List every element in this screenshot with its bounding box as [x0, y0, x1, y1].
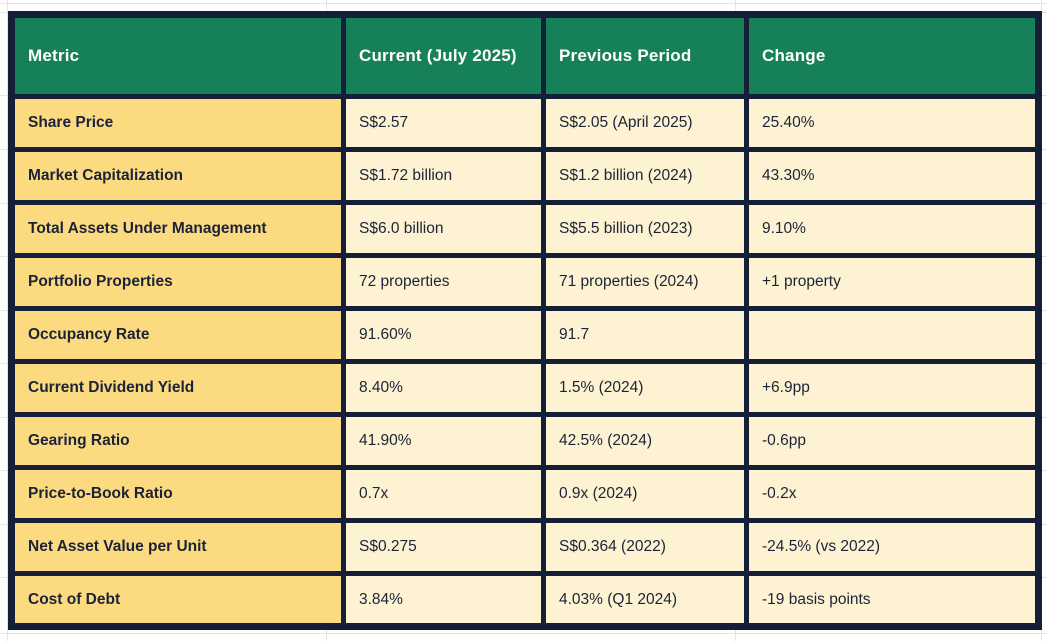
column-header-current-july-2025[interactable]: Current (July 2025)	[341, 12, 546, 99]
previous-value-cell[interactable]: 0.9x (2024)	[541, 465, 749, 523]
column-header-change[interactable]: Change	[744, 12, 1041, 99]
previous-value-cell[interactable]: 42.5% (2024)	[541, 412, 749, 470]
previous-value-cell[interactable]: 71 properties (2024)	[541, 253, 749, 311]
change-value-cell[interactable]: -19 basis points	[744, 571, 1041, 629]
metric-name-cell[interactable]: Current Dividend Yield	[9, 359, 346, 417]
metric-name-cell[interactable]: Occupancy Rate	[9, 306, 346, 364]
change-value-cell[interactable]	[744, 306, 1041, 364]
metric-name-cell[interactable]: Price-to-Book Ratio	[9, 465, 346, 523]
previous-value-cell[interactable]: S$0.364 (2022)	[541, 518, 749, 576]
table-row: Current Dividend Yield 8.40% 1.5% (2024) +6…	[9, 359, 1041, 417]
metric-name-cell[interactable]: Market Capitalization	[9, 147, 346, 205]
current-value-cell[interactable]: 3.84%	[341, 571, 546, 629]
metric-name-cell[interactable]: Share Price	[9, 94, 346, 152]
table-header-row: Metric Current (July 2025) Previous Period…	[9, 12, 1041, 99]
previous-value-cell[interactable]: 1.5% (2024)	[541, 359, 749, 417]
table-row: Net Asset Value per Unit S$0.275 S$0.364 (…	[9, 518, 1041, 576]
table-row: Gearing Ratio 41.90% 42.5% (2024) -0.6pp	[9, 412, 1041, 470]
metric-name-cell[interactable]: Net Asset Value per Unit	[9, 518, 346, 576]
change-value-cell[interactable]: 43.30%	[744, 147, 1041, 205]
change-value-cell[interactable]: 9.10%	[744, 200, 1041, 258]
current-value-cell[interactable]: 91.60%	[341, 306, 546, 364]
table-row: Occupancy Rate 91.60% 91.7	[9, 306, 1041, 364]
table-row: Price-to-Book Ratio 0.7x 0.9x (2024) -0.2x	[9, 465, 1041, 523]
metric-name-cell[interactable]: Gearing Ratio	[9, 412, 346, 470]
change-value-cell[interactable]: +6.9pp	[744, 359, 1041, 417]
metrics-table: Metric Current (July 2025) Previous Period…	[8, 11, 1042, 630]
change-value-cell[interactable]: -24.5% (vs 2022)	[744, 518, 1041, 576]
current-value-cell[interactable]: 41.90%	[341, 412, 546, 470]
current-value-cell[interactable]: 0.7x	[341, 465, 546, 523]
gridline-horizontal	[0, 633, 1047, 634]
change-value-cell[interactable]: 25.40%	[744, 94, 1041, 152]
previous-value-cell[interactable]: S$5.5 billion (2023)	[541, 200, 749, 258]
table-row: Portfolio Properties 72 properties 71 prop…	[9, 253, 1041, 311]
current-value-cell[interactable]: 72 properties	[341, 253, 546, 311]
previous-value-cell[interactable]: 91.7	[541, 306, 749, 364]
table-row: Market Capitalization S$1.72 billion S$1.2…	[9, 147, 1041, 205]
current-value-cell[interactable]: S$2.57	[341, 94, 546, 152]
gridline-horizontal	[0, 3, 1047, 4]
previous-value-cell[interactable]: S$2.05 (April 2025)	[541, 94, 749, 152]
table-row: Cost of Debt 3.84% 4.03% (Q1 2024) -19 basi…	[9, 571, 1041, 629]
current-value-cell[interactable]: S$6.0 billion	[341, 200, 546, 258]
previous-value-cell[interactable]: S$1.2 billion (2024)	[541, 147, 749, 205]
current-value-cell[interactable]: S$1.72 billion	[341, 147, 546, 205]
column-header-previous-period[interactable]: Previous Period	[541, 12, 749, 99]
previous-value-cell[interactable]: 4.03% (Q1 2024)	[541, 571, 749, 629]
current-value-cell[interactable]: 8.40%	[341, 359, 546, 417]
change-value-cell[interactable]: +1 property	[744, 253, 1041, 311]
gridline-vertical	[7, 0, 8, 641]
metric-name-cell[interactable]: Total Assets Under Management	[9, 200, 346, 258]
current-value-cell[interactable]: S$0.275	[341, 518, 546, 576]
table-row: Total Assets Under Management S$6.0 billi…	[9, 200, 1041, 258]
change-value-cell[interactable]: -0.6pp	[744, 412, 1041, 470]
metric-name-cell[interactable]: Portfolio Properties	[9, 253, 346, 311]
table-row: Share Price S$2.57 S$2.05 (April 2025) 25.4…	[9, 94, 1041, 152]
metric-name-cell[interactable]: Cost of Debt	[9, 571, 346, 629]
change-value-cell[interactable]: -0.2x	[744, 465, 1041, 523]
column-header-metric[interactable]: Metric	[9, 12, 346, 99]
